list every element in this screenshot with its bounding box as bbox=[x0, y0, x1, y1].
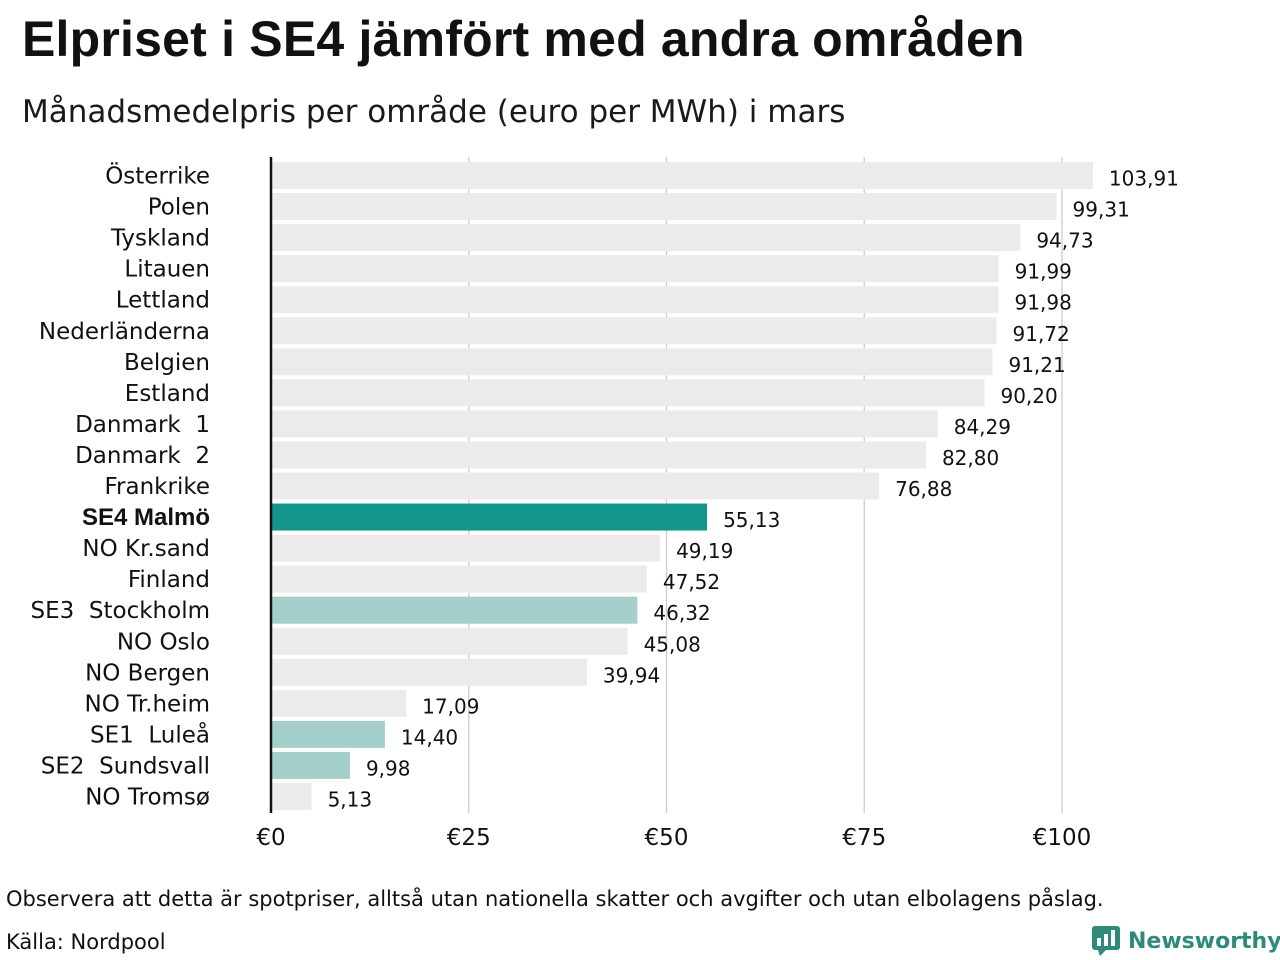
category-label: Nederländerna bbox=[39, 319, 210, 345]
bar bbox=[271, 224, 1021, 252]
category-label: NO Tromsø bbox=[85, 785, 210, 811]
bar bbox=[271, 286, 999, 314]
value-label: 47,52 bbox=[663, 570, 720, 594]
newsworthy-logo-icon bbox=[1092, 926, 1120, 956]
x-tick-label: €75 bbox=[842, 825, 886, 851]
bar bbox=[271, 317, 997, 345]
value-label: 94,73 bbox=[1036, 229, 1093, 253]
category-label: Belgien bbox=[124, 350, 210, 376]
bar bbox=[271, 379, 985, 407]
chart-title: Elpriset i SE4 jämfört med andra områden bbox=[22, 11, 1025, 67]
category-label: Frankrike bbox=[105, 474, 211, 500]
bar bbox=[271, 720, 385, 748]
value-label: 9,98 bbox=[366, 756, 411, 780]
bar bbox=[271, 410, 938, 438]
category-label: NO Kr.sand bbox=[82, 536, 210, 562]
value-label: 76,88 bbox=[895, 477, 952, 501]
footnote: Observera att detta är spotpriser, allts… bbox=[6, 887, 1104, 911]
bar bbox=[271, 441, 926, 469]
category-label: SE1 Luleå bbox=[90, 720, 210, 748]
bar bbox=[271, 627, 628, 655]
value-label: 91,98 bbox=[1015, 291, 1072, 315]
bar bbox=[271, 255, 999, 283]
value-label: 55,13 bbox=[723, 508, 780, 532]
value-label: 39,94 bbox=[603, 663, 660, 687]
category-label: SE2 Sundsvall bbox=[41, 753, 210, 779]
value-label: 90,20 bbox=[1000, 384, 1057, 408]
bar bbox=[271, 534, 661, 562]
brand-logo: Newsworthy bbox=[1092, 924, 1280, 958]
value-label: 91,72 bbox=[1013, 322, 1070, 346]
value-label: 91,21 bbox=[1008, 353, 1065, 377]
x-tick-label: €25 bbox=[447, 825, 491, 851]
value-label: 84,29 bbox=[954, 415, 1011, 439]
value-label: 103,91 bbox=[1109, 167, 1179, 191]
bar bbox=[271, 565, 647, 593]
category-label: SE3 Stockholm bbox=[31, 598, 211, 624]
category-label: SE4 Malmö bbox=[82, 504, 210, 531]
bar bbox=[271, 503, 708, 531]
category-label: Danmark 2 bbox=[75, 443, 210, 469]
category-label: Finland bbox=[128, 567, 210, 593]
value-label: 82,80 bbox=[942, 446, 999, 470]
value-label: 91,99 bbox=[1015, 260, 1072, 284]
bar bbox=[271, 596, 638, 624]
bar bbox=[271, 783, 312, 810]
bar bbox=[271, 689, 407, 717]
category-label: NO Tr.heim bbox=[85, 691, 210, 717]
bar bbox=[271, 348, 993, 376]
category-label: Estland bbox=[125, 381, 210, 407]
category-label: Litauen bbox=[124, 257, 210, 283]
value-label: 46,32 bbox=[653, 601, 710, 625]
source-note: Källa: Nordpool bbox=[6, 930, 166, 954]
bar bbox=[271, 472, 880, 500]
category-label: NO Bergen bbox=[85, 660, 210, 686]
bar bbox=[271, 658, 587, 686]
bar bbox=[271, 162, 1093, 189]
category-label: NO Oslo bbox=[117, 629, 210, 655]
value-label: 14,40 bbox=[401, 725, 458, 749]
x-tick-label: €50 bbox=[645, 825, 689, 851]
value-label: 45,08 bbox=[644, 632, 701, 656]
x-tick-label: €0 bbox=[256, 825, 285, 851]
bar bbox=[271, 751, 350, 779]
bar bbox=[271, 193, 1057, 221]
chart-subtitle: Månadsmedelpris per område (euro per MWh… bbox=[22, 94, 846, 130]
bar-chart: Österrike 103,91 Polen 99,31 Tyskland 94,73 Li… bbox=[31, 157, 1179, 851]
value-label: 17,09 bbox=[422, 694, 479, 718]
category-label: Tyskland bbox=[110, 226, 210, 252]
x-tick-label: €100 bbox=[1033, 825, 1092, 851]
category-label: Lettland bbox=[116, 288, 210, 314]
brand-name: Newsworthy bbox=[1128, 928, 1280, 954]
value-label: 99,31 bbox=[1073, 198, 1130, 222]
value-label: 49,19 bbox=[676, 539, 733, 563]
category-label: Polen bbox=[148, 195, 210, 221]
category-label: Österrike bbox=[105, 162, 210, 190]
value-label: 5,13 bbox=[328, 788, 373, 812]
category-label: Danmark 1 bbox=[75, 412, 210, 438]
